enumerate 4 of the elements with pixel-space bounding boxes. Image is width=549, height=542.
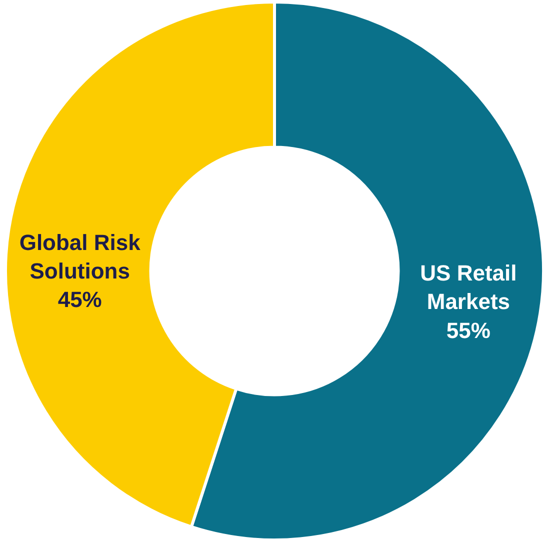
data-label: 45% — [58, 287, 102, 312]
data-label: 55% — [446, 318, 490, 343]
slice-label: US Retail Markets — [420, 260, 517, 314]
slice-label: Global Risk Solutions — [19, 230, 142, 284]
